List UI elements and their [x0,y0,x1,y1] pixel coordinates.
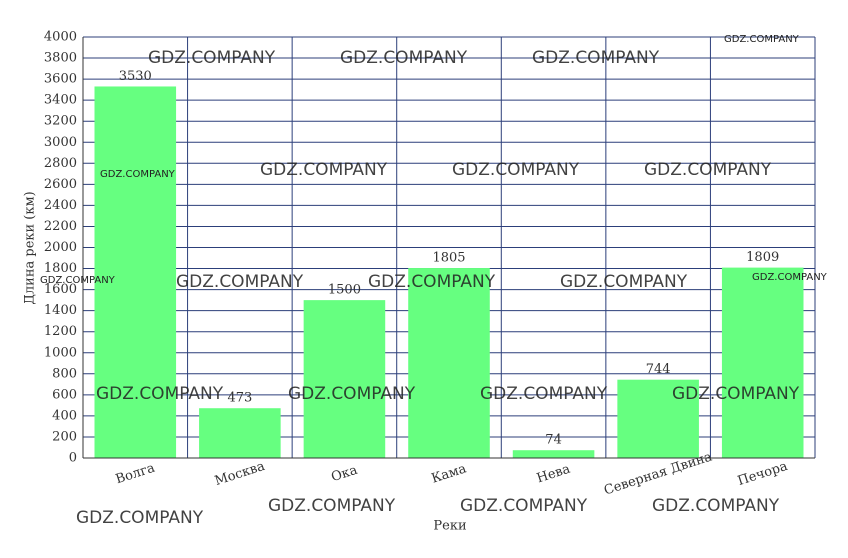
y-tick-label: 2000 [44,240,77,255]
x-tick-label: Ока [329,463,359,486]
x-tick-label: Нева [535,462,572,487]
data-label: 744 [646,362,671,377]
x-tick-label: Волга [114,461,157,488]
y-tick-label: 2200 [44,219,77,234]
y-axis-label: Длина реки (км) [23,191,38,304]
watermark: GDZ.COMPANY [652,496,780,516]
watermark: GDZ.COMPANY [480,384,608,404]
bar [408,268,490,458]
watermark: GDZ.COMPANY [752,272,828,283]
y-tick-label: 3600 [44,72,77,87]
y-tick-label: 3000 [44,135,77,150]
data-label: 1500 [328,283,361,298]
watermark: GDZ.COMPANY [40,275,116,286]
watermarks: GDZ.COMPANY GDZ.COMPANY GDZ.COMPANY GDZ.… [40,34,828,528]
watermark: GDZ.COMPANY [560,272,688,292]
y-tick-label: 3400 [44,93,77,108]
watermark: GDZ.COMPANY [340,48,468,68]
watermark: GDZ.COMPANY [76,508,204,528]
x-axis-label: Реки [433,519,466,534]
y-tick-label: 1600 [44,282,77,297]
y-tick-label: 3200 [44,114,77,129]
data-label: 74 [545,433,562,448]
watermark: GDZ.COMPANY [724,34,800,45]
data-label: 473 [227,391,252,406]
y-tick-label: 2600 [44,177,77,192]
y-tick-label: 200 [52,429,77,444]
data-label: 3530 [119,69,152,84]
watermark: GDZ.COMPANY [268,496,396,516]
y-tick-label: 2800 [44,156,77,171]
bar [303,300,386,458]
bar [199,408,281,458]
y-tick-label: 800 [52,366,77,381]
watermark: GDZ.COMPANY [148,48,276,68]
watermark: GDZ.COMPANY [644,160,772,180]
y-tick-label: 1800 [44,261,77,276]
watermark: GDZ.COMPANY [368,272,496,292]
watermark: GDZ.COMPANY [260,160,388,180]
bar [512,450,595,458]
y-tick-label: 1000 [44,345,77,360]
x-tick-label: Печора [736,459,790,489]
x-tick-label: Москва [213,459,267,489]
data-label: 1809 [746,250,779,265]
x-tick-label: Кама [430,461,469,486]
watermark: GDZ.COMPANY [532,48,660,68]
watermark: GDZ.COMPANY [288,384,416,404]
bar [94,86,177,458]
watermark: GDZ.COMPANY [176,272,304,292]
y-tick-label: 2400 [44,198,77,213]
y-tick-label: 1200 [44,324,77,339]
watermark: GDZ.COMPANY [460,496,588,516]
watermark: GDZ.COMPANY [100,169,176,180]
bar [617,379,699,458]
y-tick-label: 400 [52,408,77,423]
watermark: GDZ.COMPANY [96,384,224,404]
y-tick-label: 0 [69,451,77,466]
watermark: GDZ.COMPANY [452,160,580,180]
bar [721,267,804,458]
y-tick-label: 1400 [44,303,77,318]
watermark: GDZ.COMPANY [672,384,800,404]
data-label: 1805 [432,251,465,266]
y-tick-label: 4000 [44,30,77,45]
y-tick-label: 600 [52,387,77,402]
y-tick-label: 3800 [44,51,77,66]
